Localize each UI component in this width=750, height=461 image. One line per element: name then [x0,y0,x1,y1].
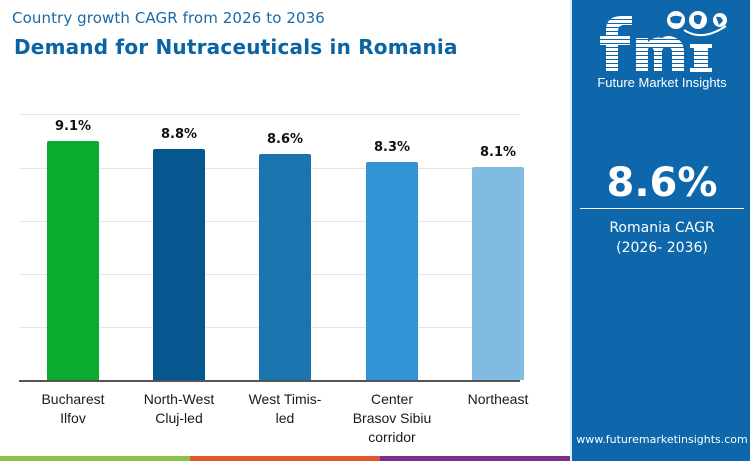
bar-value-label: 9.1% [54,119,92,134]
bar-3 [366,162,418,380]
category-label-line: led [275,410,295,426]
chart-title: Demand for Nutraceuticals in Romania [14,35,458,59]
bar-value-label: 8.1% [479,145,517,160]
category-label-line: Ilfov [60,410,86,426]
gridline [19,114,520,115]
bar-0 [47,141,99,380]
category-label-line: Northeast [467,391,529,407]
category-label: Bucharest Ilfov [23,390,123,428]
side-panel: Future Market Insights 8.6% Romania CAGR… [570,0,750,461]
category-label-line: Brasov Sibiu [352,410,432,426]
category-label-line: North-West [143,391,215,407]
website-link[interactable]: www.futuremarketinsights.com [576,433,748,446]
category-label: North-West Cluj-led [129,390,229,428]
fmi-logo-icon [600,11,727,72]
cagr-label: Romania CAGR (2026- 2036) [572,218,750,258]
category-label: Northeast [448,390,548,409]
category-label: Center Brasov Sibiu corridor [342,390,442,447]
category-label: West Timis-led [235,390,335,428]
bar-2 [259,154,311,380]
footer-strip-green [0,456,190,461]
bar-4 [472,167,524,380]
bar-value-label: 8.8% [160,127,198,142]
x-axis-baseline [19,380,520,382]
category-label-line: Cluj-led [155,410,203,426]
cagr-label-line2: (2026- 2036) [616,240,708,256]
category-label-line: Bucharest [41,391,105,407]
bar-1 [153,149,205,380]
chart-subtitle: Country growth CAGR from 2026 to 2036 [12,9,325,27]
category-label-line: corridor [368,429,416,445]
brand-name: Future Market Insights [597,75,727,90]
cagr-divider [580,208,744,209]
category-label-line: West Timis- [248,391,322,407]
footer-strip-purple [380,456,570,461]
footer-strip-orange [190,456,380,461]
cagr-value: 8.6% [606,160,718,206]
bar-value-label: 8.6% [266,132,304,147]
category-label-line: Center [370,391,414,407]
cagr-label-line1: Romania CAGR [609,220,715,236]
bar-value-label: 8.3% [373,140,411,155]
